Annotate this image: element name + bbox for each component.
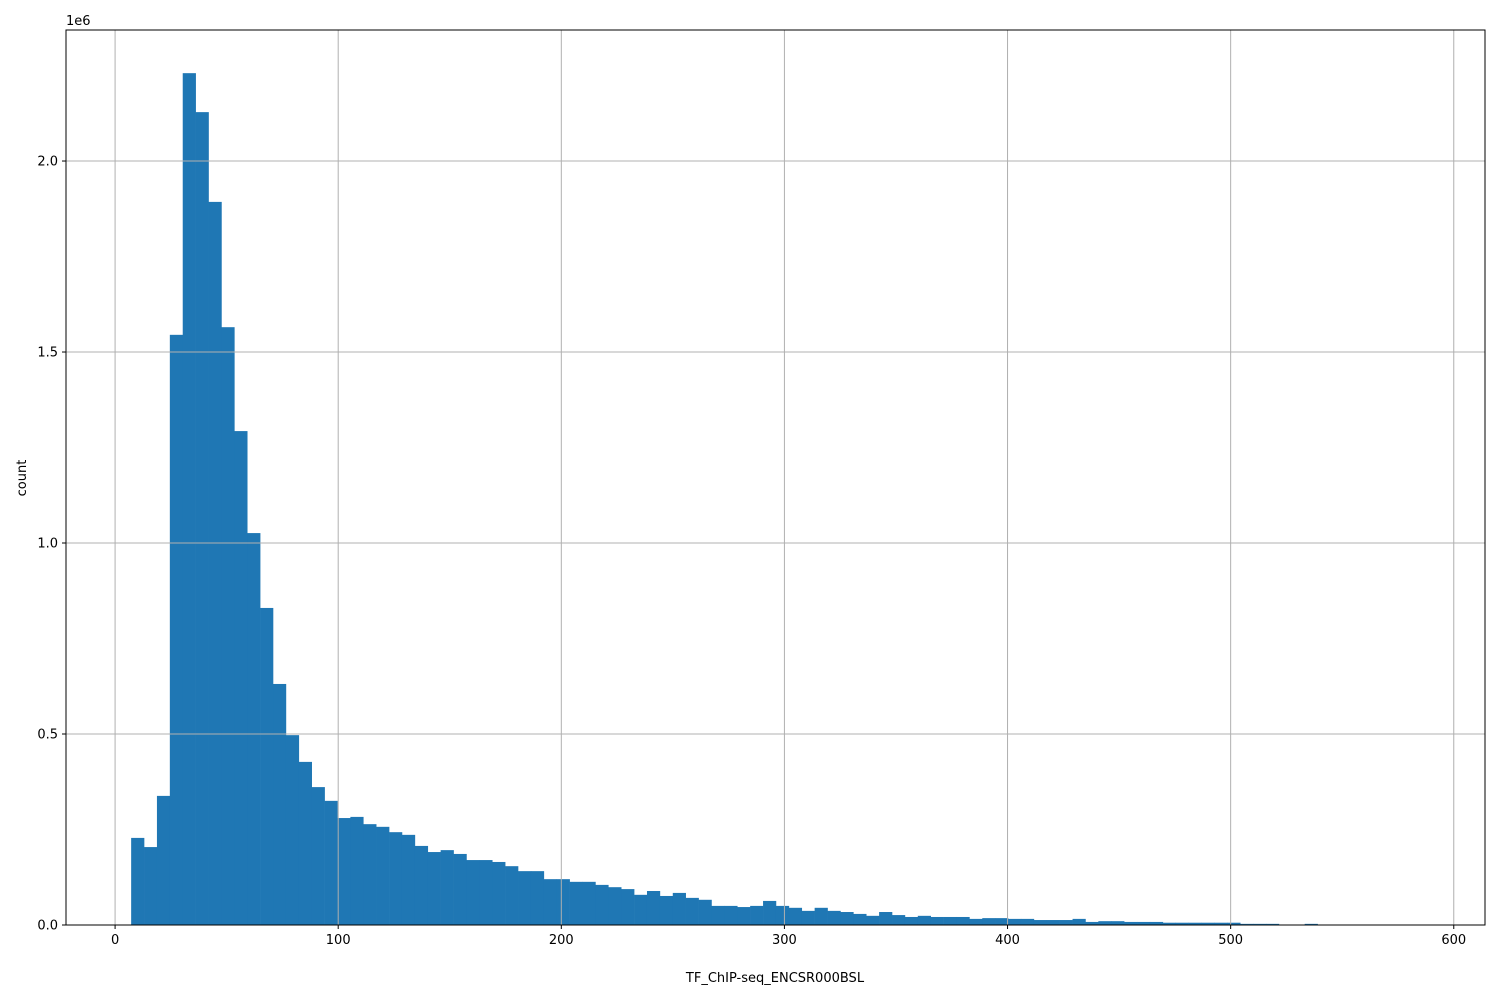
histogram-bar xyxy=(840,912,853,925)
histogram-bar xyxy=(337,818,350,925)
histogram-bar xyxy=(1008,919,1021,925)
histogram-bar xyxy=(699,900,712,925)
histogram-bar xyxy=(479,860,492,925)
histogram-bar xyxy=(441,850,454,925)
histogram-bar xyxy=(273,684,286,925)
histogram-bar xyxy=(1047,920,1060,925)
histogram-bar xyxy=(363,824,376,925)
bars xyxy=(131,73,1421,925)
x-tick-label: 600 xyxy=(1441,933,1466,948)
histogram-bar xyxy=(221,327,234,925)
histogram-bar xyxy=(789,908,802,925)
x-tick-label: 300 xyxy=(772,933,797,948)
histogram-bar xyxy=(776,906,789,925)
histogram-bar xyxy=(389,832,402,925)
histogram-bar xyxy=(634,895,647,925)
x-tick-label: 100 xyxy=(326,933,351,948)
histogram-bar xyxy=(686,898,699,925)
histogram-bar xyxy=(247,533,260,925)
histogram-bar xyxy=(802,911,815,925)
histogram-bar xyxy=(131,838,144,925)
histogram-bar xyxy=(969,919,982,925)
x-axis-label: TF_ChIP-seq_ENCSR000BSL xyxy=(685,971,865,986)
histogram-bar xyxy=(621,889,634,925)
histogram-bar xyxy=(260,608,273,925)
histogram-bar xyxy=(234,431,247,925)
y-tick-label: 2.0 xyxy=(37,155,58,170)
histogram-bar xyxy=(982,918,995,925)
histogram-bar xyxy=(1111,921,1124,925)
x-tick-label: 500 xyxy=(1218,933,1243,948)
histogram-bar xyxy=(660,896,673,925)
histogram-bar xyxy=(853,914,866,925)
histogram-bar xyxy=(518,871,531,925)
histogram-bar xyxy=(325,801,338,925)
histogram-bar xyxy=(647,891,660,925)
y-offset-label: 1e6 xyxy=(66,14,91,29)
histogram-bar xyxy=(170,335,183,925)
histogram-bar xyxy=(157,796,170,925)
histogram-bar xyxy=(673,893,686,925)
histogram-bar xyxy=(828,911,841,925)
x-tick-label: 200 xyxy=(549,933,574,948)
histogram-bar xyxy=(570,882,583,925)
histogram-bar xyxy=(1098,921,1111,925)
histogram-bar xyxy=(402,835,415,925)
histogram-bar xyxy=(1073,919,1086,925)
y-axis-label: count xyxy=(15,460,30,497)
histogram-bar xyxy=(183,73,196,925)
histogram-bar xyxy=(1034,920,1047,925)
histogram-bar xyxy=(1060,920,1073,925)
histogram-bar xyxy=(737,907,750,925)
histogram-bar xyxy=(299,762,312,925)
histogram-bar xyxy=(763,901,776,925)
histogram-bar xyxy=(454,854,467,925)
y-tick-label: 0.5 xyxy=(37,728,58,743)
x-tick-label: 0 xyxy=(111,933,119,948)
histogram-bar xyxy=(815,908,828,925)
y-tick-label: 1.5 xyxy=(37,346,58,361)
histogram-bar xyxy=(312,787,325,925)
histogram-bar xyxy=(892,915,905,925)
x-tick-label: 400 xyxy=(995,933,1020,948)
histogram-bar xyxy=(956,917,969,925)
histogram-bar xyxy=(144,847,157,925)
histogram-bar xyxy=(531,871,544,925)
histogram-bar xyxy=(608,887,621,925)
histogram-bar xyxy=(905,917,918,925)
histogram-bar xyxy=(466,860,479,925)
y-tick-label: 1.0 xyxy=(37,537,58,552)
histogram-bar xyxy=(866,916,879,925)
histogram-bar xyxy=(492,862,505,925)
histogram-bar xyxy=(350,817,363,925)
histogram-bar xyxy=(944,917,957,925)
histogram-bar xyxy=(583,882,596,925)
histogram-bar xyxy=(557,879,570,925)
histogram-bar xyxy=(1021,919,1034,925)
histogram-bar xyxy=(376,827,389,925)
histogram-bar xyxy=(505,866,518,925)
y-tick-label: 0.0 xyxy=(37,919,58,934)
histogram-bar xyxy=(918,916,931,925)
histogram-bar xyxy=(196,112,209,925)
histogram-bar xyxy=(428,852,441,925)
histogram-bar xyxy=(415,846,428,925)
histogram-bar xyxy=(711,906,724,925)
histogram-bar xyxy=(209,202,222,925)
histogram-bar xyxy=(995,918,1008,925)
histogram-bar xyxy=(931,917,944,925)
histogram-bar xyxy=(724,906,737,925)
histogram-bar xyxy=(595,885,608,925)
histogram-bar xyxy=(750,906,763,925)
histogram-bar xyxy=(879,912,892,925)
histogram-bar xyxy=(286,735,299,925)
histogram-bar xyxy=(544,879,557,925)
